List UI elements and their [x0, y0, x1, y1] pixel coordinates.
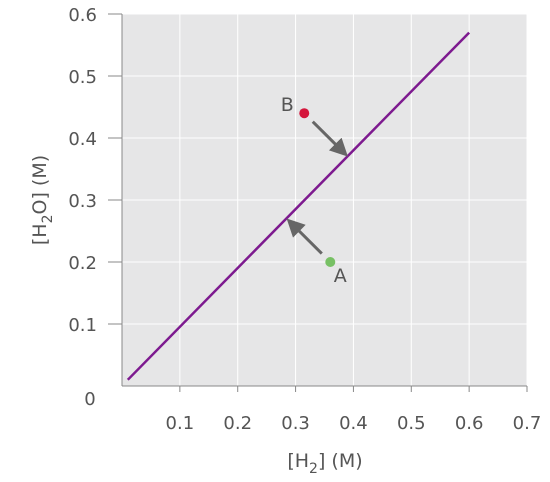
point-b-label: B: [281, 94, 294, 116]
x-tick-label: 0.7: [513, 413, 542, 434]
point-a-arrow: [286, 218, 323, 255]
x-tick-label: 0.6: [455, 413, 484, 434]
point-b: [299, 108, 310, 119]
y-tick-label: 0.4: [68, 129, 97, 150]
x-tick-label: 0.5: [397, 413, 426, 434]
point-a-label: A: [334, 265, 347, 287]
y-tick-label: 0.1: [68, 315, 97, 336]
x-tick-label: 0.1: [166, 413, 195, 434]
grid: [122, 13, 528, 386]
data-points: BA: [281, 94, 348, 287]
x-axis-title: [H2] (M): [287, 450, 362, 477]
y-tick-label: 0.2: [68, 253, 97, 274]
x-tick-label: 0.3: [281, 413, 310, 434]
point-a: [325, 257, 336, 267]
x-tick-label: 0.2: [223, 413, 252, 434]
point-b-arrow: [311, 120, 348, 157]
x-axis-ticks: 0.1 0.2 0.3 0.4 0.5 0.6 0.7: [166, 386, 542, 434]
equilibrium-line: [126, 31, 471, 381]
y-tick-label: 0.3: [68, 191, 97, 212]
y-tick-label: 0.6: [68, 5, 97, 26]
y-axis-ticks: 0.1 0.2 0.3 0.4 0.5 0.6: [68, 5, 122, 336]
origin-label: 0: [84, 389, 95, 410]
y-tick-label: 0.5: [68, 67, 97, 88]
x-tick-label: 0.4: [339, 413, 368, 434]
y-axis-title: [H2O] (M): [29, 155, 56, 245]
